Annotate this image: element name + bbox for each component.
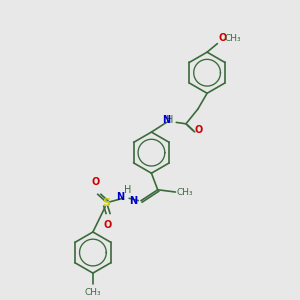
Text: O: O [218,33,226,43]
Text: H: H [166,115,173,125]
Text: S: S [102,198,110,208]
Text: N: N [130,196,138,206]
Text: CH₃: CH₃ [224,34,241,43]
Text: N: N [116,192,124,202]
Text: O: O [195,124,203,134]
Text: O: O [104,220,112,230]
Text: CH₃: CH₃ [177,188,194,196]
Text: CH₃: CH₃ [85,288,101,297]
Text: N: N [162,115,170,125]
Text: H: H [124,185,131,195]
Text: O: O [92,177,100,187]
